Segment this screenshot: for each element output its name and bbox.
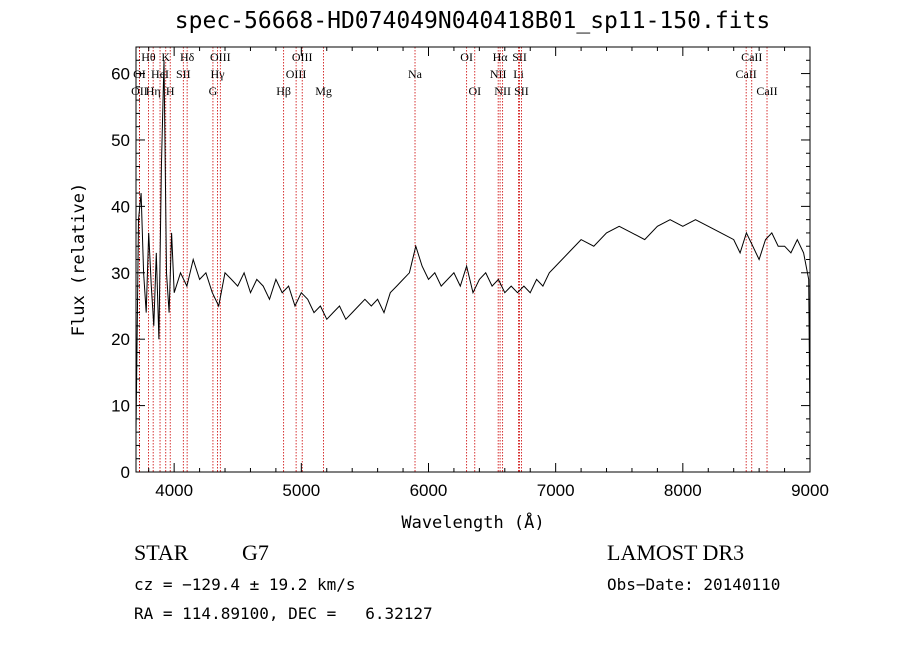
line-marker-label-13: OIII [286, 67, 307, 81]
object-class: STAR [134, 540, 189, 565]
chart-title: spec-56668-HD074049N040418B01_sp11-150.f… [174, 8, 771, 34]
line-marker-label-9: G [209, 84, 218, 98]
axis-ticks: 4000 5000 6000 7000 8000 9000 0 10 20 30 40 50 60 [111, 46, 829, 500]
line-marker-label-22: Li [513, 67, 524, 81]
spectrum-line [135, 60, 811, 433]
y-tick-label-20: 20 [111, 330, 130, 349]
line-marker-label-21: Hα [493, 50, 509, 64]
y-axis-label: Flux (relative) [69, 183, 89, 337]
line-marker-label-6: H [166, 84, 175, 98]
line-marker-label-3: Hη [146, 84, 161, 98]
x-tick-label-7000: 7000 [537, 481, 575, 500]
y-tick-label-30: 30 [111, 264, 130, 283]
line-marker-label-0: OII [131, 84, 148, 98]
coordinates: RA = 114.89100, DEC = 6.32127 [134, 604, 433, 623]
line-marker-label-12: Hβ [276, 84, 291, 98]
redshift-velocity: cz = −129.4 ± 19.2 km/s [134, 575, 356, 594]
survey-name: LAMOST DR3 [607, 540, 745, 565]
line-marker-label-26: CaII [741, 50, 762, 64]
y-tick-label-40: 40 [111, 197, 130, 216]
x-tick-label-6000: 6000 [410, 481, 448, 500]
x-tick-label-4000: 4000 [155, 481, 193, 500]
line-marker-label-16: Na [408, 67, 423, 81]
line-marker-label-25: CaII [735, 67, 756, 81]
line-marker-label-14: OIII [292, 50, 313, 64]
line-marker-label-5: K [161, 50, 170, 64]
x-tick-label-5000: 5000 [282, 481, 320, 500]
line-marker-label-10: Hγ [211, 67, 226, 81]
y-tick-label-60: 60 [111, 65, 130, 84]
observation-date: Obs−Date: 20140110 [607, 575, 781, 594]
line-marker-label-11: OIII [210, 50, 231, 64]
x-axis-label: Wavelength (Å) [401, 511, 544, 533]
x-tick-label-8000: 8000 [664, 481, 702, 500]
line-marker-label-19: NII [490, 67, 507, 81]
line-marker-label-2: Hθ [141, 50, 156, 64]
line-marker-label-4: HeI [151, 67, 169, 81]
y-tick-label-50: 50 [111, 131, 130, 150]
x-tick-label-9000: 9000 [791, 481, 829, 500]
line-marker-label-18: OI [468, 84, 481, 98]
line-marker-label-24: SII [514, 84, 529, 98]
line-marker-label-15: Mg [315, 84, 332, 98]
line-marker-label-27: CaII [756, 84, 777, 98]
line-marker-label-17: OI [460, 50, 473, 64]
line-marker-label-23: SII [512, 50, 527, 64]
line-marker-label-7: SII [176, 67, 191, 81]
plot-frame [135, 46, 811, 473]
line-marker-label-20: NII [494, 84, 511, 98]
spectral-line-markers: OIIOIHθHηHeIKHSIIHδGHγOIIIHβOIIIOIIIMgNa… [131, 47, 778, 472]
line-marker-label-8: Hδ [180, 50, 195, 64]
object-subclass: G7 [242, 540, 269, 565]
y-tick-label-0: 0 [121, 463, 130, 482]
y-tick-label-10: 10 [111, 397, 130, 416]
